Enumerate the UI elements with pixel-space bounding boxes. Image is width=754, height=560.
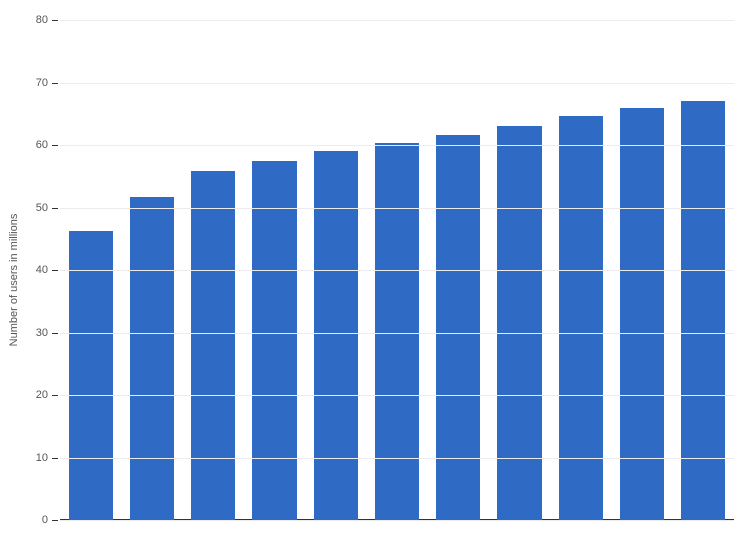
- gridline: [60, 333, 734, 334]
- y-axis-tick-label: 20: [36, 389, 48, 401]
- bar: [436, 135, 480, 520]
- bar: [375, 143, 419, 521]
- y-axis-tick-label: 30: [36, 327, 48, 339]
- gridline: [60, 520, 734, 521]
- y-axis-label: Number of users in millions: [8, 214, 20, 347]
- gridline: [60, 208, 734, 209]
- chart-container: Number of users in millions 010203040506…: [0, 0, 754, 560]
- y-axis-tick-label: 10: [36, 452, 48, 464]
- gridline: [60, 270, 734, 271]
- bar: [314, 151, 358, 520]
- bar: [69, 231, 113, 520]
- y-axis-tick-label: 80: [36, 14, 48, 26]
- gridline: [60, 145, 734, 146]
- y-axis-tick-label: 50: [36, 202, 48, 214]
- y-axis-tick: [52, 83, 58, 84]
- y-axis-tick: [52, 270, 58, 271]
- gridline: [60, 395, 734, 396]
- y-axis-tick-label: 0: [42, 514, 48, 526]
- y-axis-tick-label: 40: [36, 264, 48, 276]
- gridline: [60, 20, 734, 21]
- y-axis-tick: [52, 395, 58, 396]
- y-axis-tick: [52, 20, 58, 21]
- plot-area: 01020304050607080: [60, 20, 734, 520]
- bar: [252, 161, 296, 520]
- gridline: [60, 83, 734, 84]
- gridline: [60, 458, 734, 459]
- bar: [497, 126, 541, 520]
- y-axis-tick: [52, 520, 58, 521]
- y-axis-tick: [52, 208, 58, 209]
- y-axis-tick-label: 60: [36, 139, 48, 151]
- bar: [191, 171, 235, 520]
- y-axis-tick: [52, 145, 58, 146]
- bar: [559, 116, 603, 520]
- y-axis-tick-label: 70: [36, 77, 48, 89]
- y-axis-tick: [52, 458, 58, 459]
- y-axis-tick: [52, 333, 58, 334]
- bar: [130, 197, 174, 520]
